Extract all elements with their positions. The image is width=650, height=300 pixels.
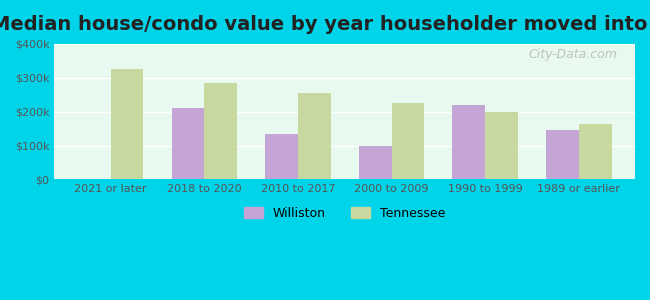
Bar <box>204 83 237 179</box>
Text: City-Data.com: City-Data.com <box>528 48 618 61</box>
Bar <box>298 93 331 179</box>
Bar <box>578 124 612 179</box>
Bar <box>391 103 424 179</box>
Bar <box>265 134 298 179</box>
Bar <box>172 108 204 179</box>
Legend: Williston, Tennessee: Williston, Tennessee <box>239 202 450 225</box>
Title: Median house/condo value by year householder moved into unit: Median house/condo value by year househo… <box>0 15 650 34</box>
Bar <box>452 105 485 179</box>
Bar <box>111 69 144 179</box>
Bar <box>485 112 518 179</box>
Bar <box>546 130 578 179</box>
Bar <box>359 146 391 179</box>
